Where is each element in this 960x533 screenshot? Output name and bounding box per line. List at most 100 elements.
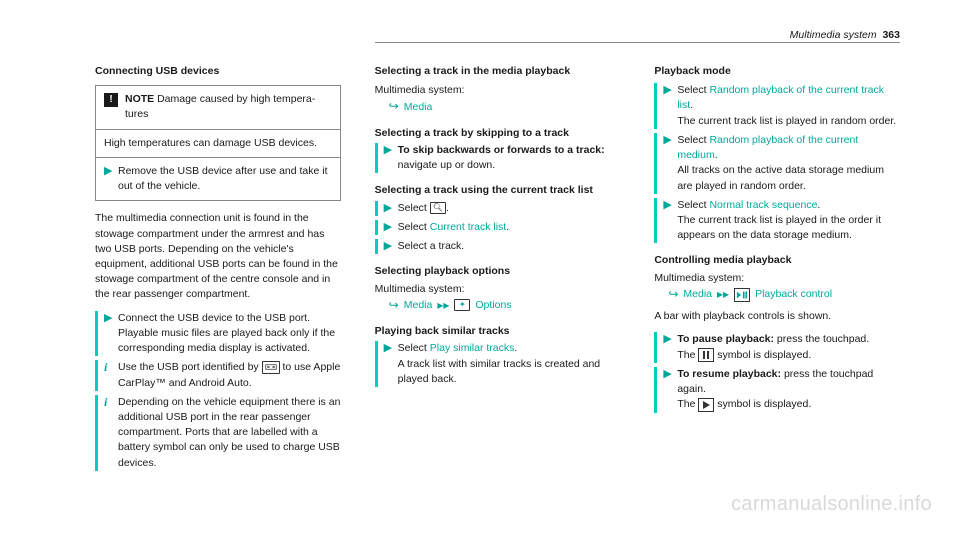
list-item: ▶ Select 🔍︎. — [375, 201, 621, 216]
search-icon: 🔍︎ — [430, 202, 446, 214]
list-item: ▶ Select Play similar tracks.A track lis… — [375, 341, 621, 387]
list-text: Select Random playback of the current me… — [677, 133, 900, 194]
note-action-text: Remove the USB device after use and take… — [118, 164, 332, 194]
teal-bar — [375, 220, 378, 235]
triangle-bullet-icon: ▶ — [384, 239, 398, 254]
heading-controlling-playback: Controlling media playback — [654, 253, 900, 268]
teal-bar — [375, 239, 378, 254]
triangle-bullet-icon: ▶ — [384, 220, 398, 235]
list-item: ▶ To resume playback: press the touchpad… — [654, 367, 900, 413]
list-item: ▶ Select Random playback of the current … — [654, 133, 900, 194]
heading-select-track: Selecting a track in the media playback — [375, 64, 621, 79]
chevrons-icon: ▸▸ — [437, 297, 449, 314]
play-icon — [698, 398, 714, 412]
list-text: To resume playback: press the touchpad a… — [677, 367, 900, 413]
teal-bar — [654, 367, 657, 413]
menu-playback-control: Playback control — [755, 287, 832, 302]
section-name: Multimedia system — [790, 29, 877, 41]
triangle-bullet-icon: ▶ — [663, 332, 677, 362]
list-item: ▶ To pause playback: press the touchpad.… — [654, 332, 900, 362]
note-title-text: NOTE Damage caused by high tempera­tures — [125, 92, 332, 122]
page-header: Multimedia system 363 — [790, 28, 900, 43]
info-item: i Use the USB port identified by to use … — [95, 360, 341, 390]
info-item: i Depending on the vehicle equipment the… — [95, 395, 341, 471]
triangle-bullet-icon: ▶ — [663, 83, 677, 129]
heading-current-tracklist: Selecting a track using the current trac… — [375, 183, 621, 198]
note-box: ! NOTE Damage caused by high tempera­tur… — [95, 85, 341, 201]
menu-media: Media — [404, 100, 433, 115]
teal-bar — [654, 83, 657, 129]
info-text: Depending on the vehicle equipment there… — [118, 395, 341, 471]
list-text: To skip backwards or forwards to a track… — [398, 143, 621, 173]
triangle-bullet-icon: ▶ — [663, 367, 677, 413]
star-icon: ✦ — [454, 299, 470, 311]
menu-path: ↪ Media ▸▸ Playback control — [668, 286, 900, 303]
heading-connecting-usb: Connecting USB devices — [95, 64, 341, 79]
list-item: ▶ Select a track. — [375, 239, 621, 254]
usb-port-icon — [262, 361, 280, 373]
teal-bar — [375, 201, 378, 216]
teal-bar — [654, 198, 657, 244]
list-text: Connect the USB device to the USB port. … — [118, 311, 341, 357]
list-text: Select Normal track sequence.The current… — [677, 198, 900, 244]
note-title-row: ! NOTE Damage caused by high tempera­tur… — [96, 86, 340, 129]
note-body-row: High temperatures can damage USB devices… — [96, 130, 340, 158]
teal-bar — [95, 311, 98, 357]
heading-playback-options: Selecting playback options — [375, 264, 621, 279]
triangle-bullet-icon: ▶ — [104, 311, 118, 357]
heading-playback-mode: Playback mode — [654, 64, 900, 79]
label-multimedia-system: Multimedia system: — [375, 282, 621, 297]
page-number: 363 — [882, 29, 900, 41]
list-text: Select Random playback of the current tr… — [677, 83, 900, 129]
info-icon: i — [104, 395, 118, 471]
note-action-row: ▶ Remove the USB device after use and ta… — [96, 158, 340, 200]
list-text: Select Play similar tracks.A track list … — [398, 341, 621, 387]
list-item: ▶ To skip backwards or forwards to a tra… — [375, 143, 621, 173]
triangle-bullet-icon: ▶ — [384, 143, 398, 173]
heading-skip-track: Selecting a track by skipping to a track — [375, 126, 621, 141]
column-1: Connecting USB devices ! NOTE Damage cau… — [95, 64, 341, 475]
label-multimedia-system: Multimedia system: — [375, 83, 621, 98]
teal-bar — [375, 143, 378, 173]
pause-icon — [698, 348, 714, 362]
info-icon: i — [104, 360, 118, 390]
menu-media: Media — [404, 298, 433, 313]
menu-options: Options — [475, 298, 511, 313]
list-item: ▶ Connect the USB device to the USB port… — [95, 311, 341, 357]
play-pause-icon — [734, 288, 750, 302]
label-multimedia-system: Multimedia system: — [654, 271, 900, 286]
triangle-bullet-icon: ▶ — [384, 341, 398, 387]
paragraph: A bar with playback controls is shown. — [654, 309, 900, 324]
list-text: Select a track. — [398, 239, 621, 254]
triangle-bullet-icon: ▶ — [104, 164, 118, 194]
paragraph: The multimedia connection unit is found … — [95, 211, 341, 302]
note-body-text: High temperatures can damage USB devices… — [104, 136, 317, 151]
teal-bar — [654, 332, 657, 362]
header-rule — [375, 42, 900, 43]
content-columns: Connecting USB devices ! NOTE Damage cau… — [95, 64, 900, 475]
triangle-bullet-icon: ▶ — [663, 133, 677, 194]
heading-similar-tracks: Playing back similar tracks — [375, 324, 621, 339]
watermark: carmanualsonline.info — [731, 490, 932, 519]
triangle-bullet-icon: ▶ — [663, 198, 677, 244]
list-item: ▶ Select Current track list. — [375, 220, 621, 235]
chevrons-icon: ▸▸ — [717, 286, 729, 303]
list-text: Select Current track list. — [398, 220, 621, 235]
menu-path: ↪ Media — [389, 98, 621, 115]
list-item: ▶ Select Random playback of the current … — [654, 83, 900, 129]
list-text: Select 🔍︎. — [398, 201, 621, 216]
column-3: Playback mode ▶ Select Random playback o… — [654, 64, 900, 475]
list-item: ▶ Select Normal track sequence.The curre… — [654, 198, 900, 244]
triangle-bullet-icon: ▶ — [384, 201, 398, 216]
info-text: Use the USB port identified by to use Ap… — [118, 360, 341, 390]
warning-icon: ! — [104, 93, 118, 107]
nav-arrow-icon: ↪ — [389, 297, 399, 314]
teal-bar — [654, 133, 657, 194]
nav-arrow-icon: ↪ — [668, 286, 678, 303]
menu-media: Media — [683, 287, 712, 302]
menu-path: ↪ Media ▸▸ ✦ Options — [389, 297, 621, 314]
column-2: Selecting a track in the media playback … — [375, 64, 621, 475]
teal-bar — [375, 341, 378, 387]
nav-arrow-icon: ↪ — [389, 98, 399, 115]
teal-bar — [95, 395, 98, 471]
